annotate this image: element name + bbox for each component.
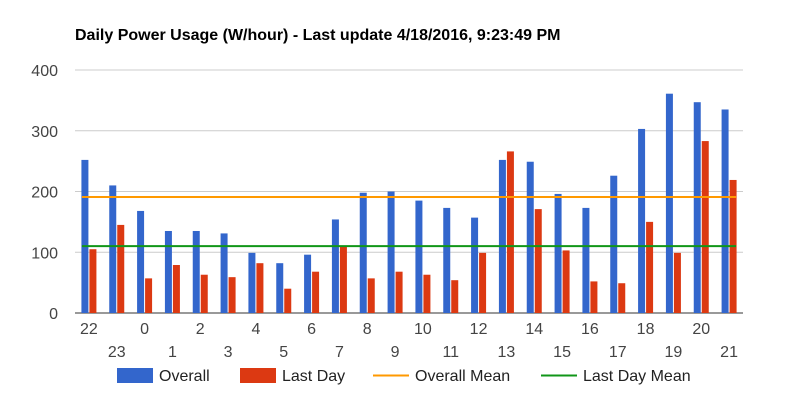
bar-last-day-19 bbox=[673, 252, 681, 313]
x-tick-label: 10 bbox=[414, 321, 432, 338]
legend-label-overall: Overall bbox=[159, 368, 210, 385]
bar-last-day-15 bbox=[562, 250, 570, 313]
bar-overall-11 bbox=[443, 207, 451, 313]
x-tick-label: 0 bbox=[140, 321, 149, 338]
bar-overall-23 bbox=[109, 185, 117, 313]
legend: Overall Last Day Overall Mean Last Day Mean bbox=[117, 368, 691, 385]
x-tick-label: 22 bbox=[80, 321, 98, 338]
x-tick-label: 16 bbox=[581, 321, 599, 338]
bar-overall-22 bbox=[81, 159, 89, 313]
bar-last-day-5 bbox=[284, 288, 292, 313]
x-tick-label: 13 bbox=[498, 344, 516, 361]
bar-last-day-1 bbox=[172, 265, 180, 313]
bar-last-day-20 bbox=[701, 141, 709, 313]
bar-overall-18 bbox=[638, 128, 646, 313]
y-tick-label: 0 bbox=[49, 306, 58, 323]
x-tick-label: 4 bbox=[251, 321, 260, 338]
legend-label-overall-mean: Overall Mean bbox=[415, 368, 510, 385]
y-tick-label: 200 bbox=[31, 185, 58, 202]
x-tick-label: 23 bbox=[108, 344, 126, 361]
bar-overall-21 bbox=[721, 109, 729, 313]
bar-overall-14 bbox=[526, 161, 534, 313]
bar-overall-16 bbox=[582, 207, 590, 313]
x-tick-label: 11 bbox=[442, 344, 459, 361]
bar-overall-17 bbox=[610, 175, 618, 313]
bar-overall-12 bbox=[471, 217, 479, 313]
bar-last-day-7 bbox=[339, 246, 347, 313]
bar-last-day-4 bbox=[256, 263, 264, 313]
bar-last-day-0 bbox=[145, 278, 153, 313]
y-tick-label: 400 bbox=[31, 63, 58, 80]
bar-last-day-8 bbox=[367, 278, 375, 313]
bar-last-day-23 bbox=[117, 224, 125, 313]
bar-overall-2 bbox=[192, 230, 200, 313]
bar-overall-15 bbox=[554, 193, 562, 313]
chart-title: Daily Power Usage (W/hour) - Last update… bbox=[75, 27, 560, 44]
x-tick-label: 7 bbox=[335, 344, 344, 361]
bar-last-day-14 bbox=[534, 209, 542, 313]
x-tick-label: 20 bbox=[692, 321, 710, 338]
mean-lines bbox=[81, 195, 737, 248]
bar-last-day-2 bbox=[200, 274, 208, 313]
bar-last-day-13 bbox=[506, 151, 514, 313]
x-tick-label: 21 bbox=[720, 344, 738, 361]
bar-last-day-16 bbox=[590, 281, 598, 313]
legend-label-last-day-mean: Last Day Mean bbox=[583, 368, 691, 385]
y-tick-label: 100 bbox=[31, 245, 58, 262]
bars bbox=[81, 93, 737, 313]
x-tick-label: 15 bbox=[553, 344, 571, 361]
x-tick-label: 8 bbox=[363, 321, 372, 338]
x-tick-label: 6 bbox=[307, 321, 316, 338]
y-tick-label: 300 bbox=[31, 124, 58, 141]
bar-overall-9 bbox=[387, 191, 395, 313]
x-tick-label: 12 bbox=[470, 321, 488, 338]
bar-overall-1 bbox=[164, 230, 172, 313]
bar-overall-6 bbox=[304, 254, 312, 313]
bar-last-day-11 bbox=[451, 280, 459, 313]
legend-label-last-day: Last Day bbox=[282, 368, 345, 385]
bar-overall-8 bbox=[359, 192, 367, 313]
x-tick-label: 17 bbox=[609, 344, 627, 361]
bar-overall-5 bbox=[276, 263, 284, 313]
bar-last-day-9 bbox=[395, 271, 403, 313]
x-tick-label: 5 bbox=[279, 344, 288, 361]
x-tick-label: 19 bbox=[665, 344, 683, 361]
x-tick-label: 3 bbox=[224, 344, 233, 361]
bar-overall-19 bbox=[665, 93, 673, 313]
x-tick-label: 14 bbox=[525, 321, 543, 338]
x-tick-label: 1 bbox=[168, 344, 177, 361]
bar-last-day-6 bbox=[312, 271, 320, 313]
x-tick-label: 2 bbox=[196, 321, 205, 338]
bar-overall-4 bbox=[248, 252, 256, 313]
bar-overall-0 bbox=[137, 210, 145, 313]
x-tick-label: 9 bbox=[391, 344, 400, 361]
bar-last-day-12 bbox=[479, 252, 487, 313]
bar-last-day-22 bbox=[89, 249, 97, 313]
bar-last-day-17 bbox=[618, 283, 626, 313]
legend-swatch-overall bbox=[117, 368, 153, 383]
bar-overall-20 bbox=[693, 102, 701, 313]
bar-overall-10 bbox=[415, 200, 423, 313]
bar-overall-7 bbox=[331, 219, 339, 313]
gridlines bbox=[75, 69, 743, 314]
y-axis: 0 100 200 300 400 bbox=[31, 63, 58, 323]
legend-swatch-last-day bbox=[240, 368, 276, 383]
bar-last-day-18 bbox=[646, 221, 654, 313]
bar-last-day-10 bbox=[423, 274, 431, 313]
bar-overall-13 bbox=[498, 159, 506, 313]
bar-overall-3 bbox=[220, 233, 228, 313]
x-tick-label: 18 bbox=[637, 321, 655, 338]
bar-last-day-3 bbox=[228, 277, 236, 313]
